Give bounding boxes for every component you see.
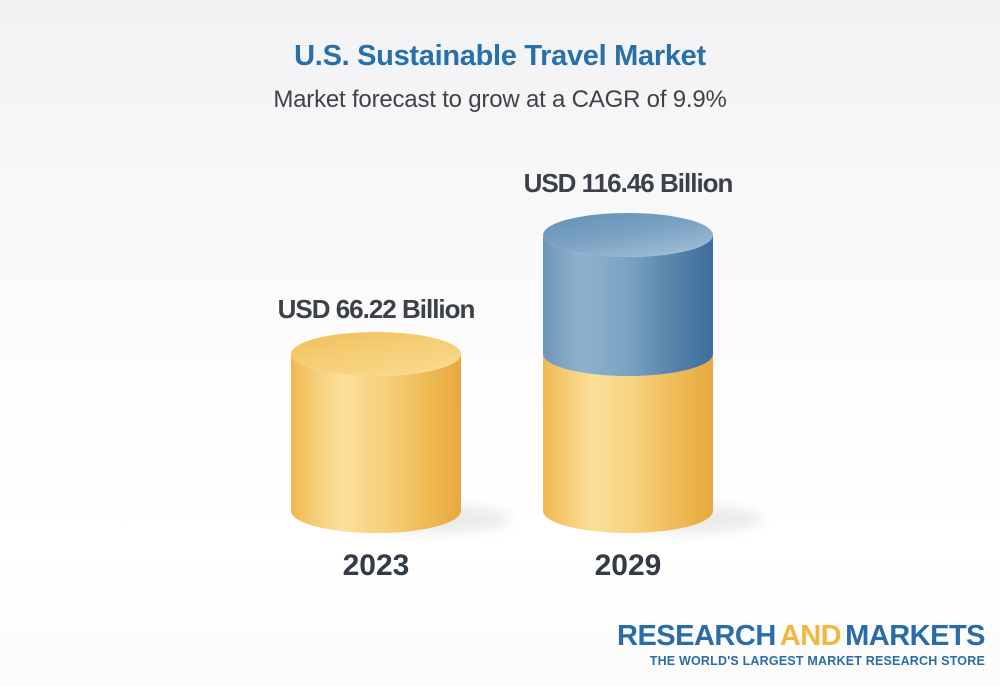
cylinder-2029-base-body (543, 354, 713, 533)
researchandmarkets-logo: RESEARCH AND MARKETS THE WORLD'S LARGEST M… (617, 622, 985, 669)
logo-research-text: RESEARCH (617, 620, 776, 652)
axis-label-2029: 2029 (594, 549, 662, 582)
logo-wordmark: RESEARCH AND MARKETS (617, 622, 985, 651)
logo-markets-text: MARKETS (845, 620, 985, 652)
cylinder-2029-top (543, 212, 713, 257)
cylinder-2023-top (291, 332, 461, 377)
cylinder-2023-body (291, 354, 461, 533)
value-label-2029: USD 116.46 Billion (523, 168, 734, 198)
value-label-2023: USD 66.22 Billion (277, 294, 476, 324)
logo-tagline: THE WORLD'S LARGEST MARKET RESEARCH STOR… (649, 654, 985, 668)
chart-subtitle: Market forecast to grow at a CAGR of 9.9… (273, 86, 727, 113)
chart-title: U.S. Sustainable Travel Market (294, 40, 706, 72)
axis-label-2023: 2023 (342, 549, 410, 582)
logo-and-text: AND (779, 620, 842, 652)
cylinder-2029-growth-body (543, 234, 713, 377)
